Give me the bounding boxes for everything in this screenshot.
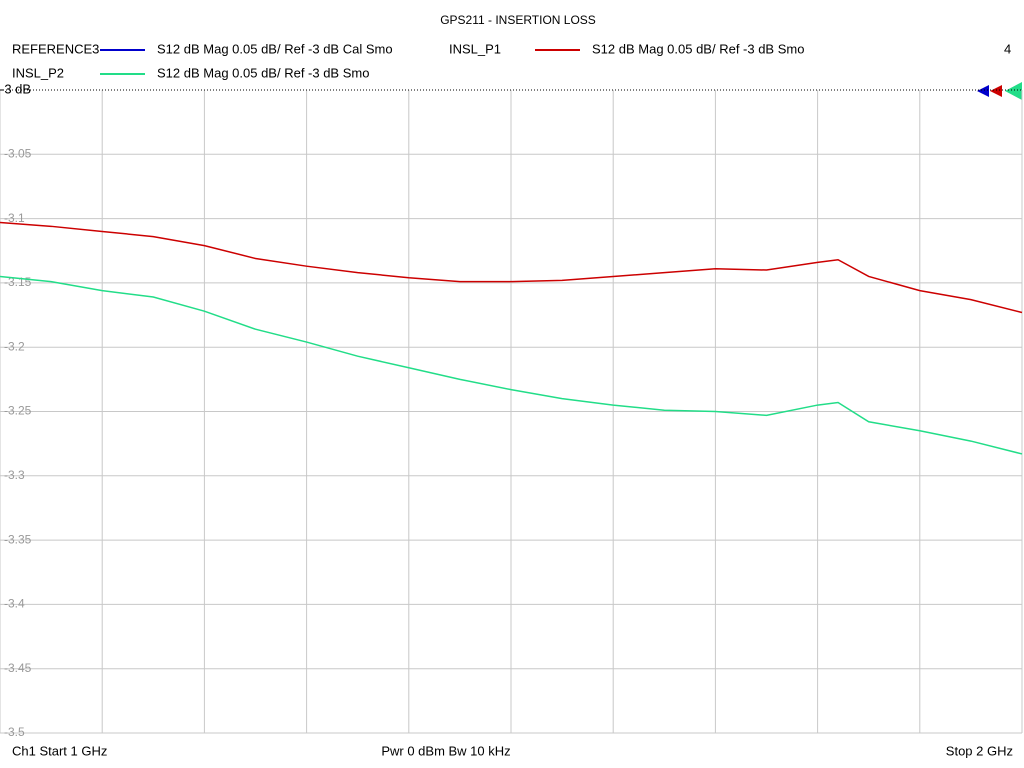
legend-label: INSL_P1 (449, 41, 501, 56)
trace-line (0, 275, 1023, 455)
trace-line (0, 221, 1023, 314)
footer-stop: Stop 2 GHz (946, 743, 1013, 758)
marker-triangle (990, 85, 1002, 97)
y-tick-label: -3.4 (4, 597, 25, 611)
legend-description: S12 dB Mag 0.05 dB/ Ref -3 dB Smo (157, 65, 369, 80)
legend-description: S12 dB Mag 0.05 dB/ Ref -3 dB Cal Smo (157, 41, 393, 56)
legend-description: S12 dB Mag 0.05 dB/ Ref -3 dB Smo (592, 41, 804, 56)
y-tick-label: -3.2 (4, 339, 25, 353)
y-tick-label: -3.25 (4, 404, 32, 418)
annotation: 4 (1004, 41, 1011, 56)
marker-triangle (1005, 82, 1022, 100)
y-tick-label: -3.35 (4, 532, 32, 546)
y-tick-label: -3.5 (4, 725, 25, 739)
footer-start: Ch1 Start 1 GHz (12, 743, 107, 758)
legend-label: INSL_P2 (12, 65, 64, 80)
y-tick-label: -3 dB (0, 81, 31, 96)
marker-triangle (977, 85, 989, 97)
legend-label: REFERENCE3 (12, 41, 99, 56)
y-tick-label: -3.3 (4, 468, 25, 482)
y-tick-label: -3.05 (4, 146, 32, 160)
y-tick-label: -3.1 (4, 211, 25, 225)
chart-title: GPS211 - INSERTION LOSS (440, 13, 596, 27)
footer-power: Pwr 0 dBm Bw 10 kHz (381, 743, 510, 758)
y-tick-label: -3.45 (4, 661, 32, 675)
